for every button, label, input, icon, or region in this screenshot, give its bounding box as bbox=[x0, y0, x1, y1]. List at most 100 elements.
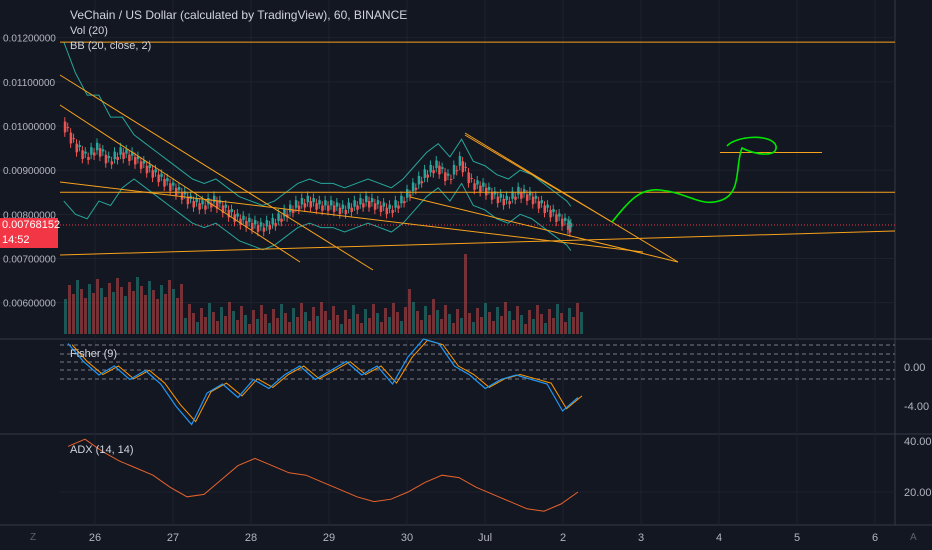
volume-bar bbox=[212, 312, 215, 334]
volume-bar bbox=[348, 319, 351, 334]
candle-body bbox=[321, 205, 324, 211]
volume-bar bbox=[296, 317, 299, 334]
volume-bar bbox=[160, 285, 163, 334]
chart-title: VeChain / US Dollar (calculated by Tradi… bbox=[70, 8, 408, 22]
candle-body bbox=[505, 195, 508, 200]
volume-bar bbox=[124, 296, 127, 334]
candle-body bbox=[528, 191, 532, 196]
candle-body bbox=[294, 200, 298, 208]
adx-pane-label[interactable]: ADX (14, 14) bbox=[70, 444, 134, 456]
volume-bar bbox=[428, 315, 431, 334]
volume-bar bbox=[460, 318, 463, 334]
volume-bar bbox=[576, 303, 579, 334]
candle-body bbox=[245, 220, 248, 228]
candle-body bbox=[520, 192, 523, 199]
candle-body bbox=[312, 197, 315, 203]
candle-body bbox=[563, 217, 567, 221]
candle-body bbox=[201, 200, 204, 205]
zoom-button[interactable]: Z bbox=[30, 532, 37, 543]
candle-body bbox=[253, 220, 257, 225]
volume-bar bbox=[512, 320, 515, 334]
candle-body bbox=[370, 197, 374, 203]
volume-bar bbox=[396, 312, 399, 334]
candle-body bbox=[63, 121, 67, 133]
volume-bar bbox=[448, 314, 451, 334]
candle-body bbox=[417, 175, 421, 185]
volume-bar bbox=[108, 283, 111, 334]
candle-body bbox=[75, 143, 78, 153]
candle-body bbox=[455, 170, 459, 172]
candle-body bbox=[93, 152, 96, 156]
candle-body bbox=[107, 156, 111, 159]
candle-body bbox=[540, 200, 544, 204]
candle-body bbox=[142, 160, 146, 164]
volume-bar bbox=[224, 316, 227, 334]
volume-bar bbox=[360, 323, 363, 334]
candle-body bbox=[259, 222, 263, 227]
y-tick-label: 0.01000000 bbox=[3, 122, 56, 133]
candle-body bbox=[224, 204, 228, 208]
volume-bar bbox=[76, 280, 79, 334]
candle-body bbox=[139, 161, 143, 169]
candle-body bbox=[131, 151, 134, 156]
candle-body bbox=[473, 183, 476, 190]
volume-bar bbox=[100, 288, 103, 334]
candle-body bbox=[289, 204, 292, 213]
candle-body bbox=[315, 203, 318, 210]
candle-body bbox=[306, 195, 310, 203]
auto-scale-button[interactable]: A bbox=[910, 532, 917, 543]
volume-bar bbox=[272, 309, 275, 334]
candle-body bbox=[435, 160, 438, 168]
candle-body bbox=[568, 225, 572, 233]
candle-body bbox=[251, 223, 254, 230]
volume-bar bbox=[468, 313, 471, 334]
volume-bar bbox=[120, 287, 123, 334]
candle-body bbox=[347, 202, 351, 209]
candle-body bbox=[183, 191, 187, 195]
volume-bar bbox=[216, 321, 219, 334]
volume-bar bbox=[304, 312, 307, 334]
volume-bar bbox=[356, 314, 359, 334]
candle-body bbox=[84, 151, 87, 154]
candle-body bbox=[523, 189, 526, 194]
volume-bars bbox=[64, 254, 583, 334]
bollinger-indicator-label[interactable]: BB (20, close, 2) bbox=[70, 40, 152, 52]
volume-bar bbox=[276, 318, 279, 334]
candle-body bbox=[373, 203, 377, 210]
candle-body bbox=[470, 177, 473, 179]
candle-body bbox=[154, 169, 157, 173]
candle-body bbox=[558, 213, 561, 217]
volume-bar bbox=[180, 284, 183, 334]
trend-line bbox=[59, 230, 896, 256]
x-tick-label: 6 bbox=[872, 532, 878, 544]
candle-body bbox=[221, 205, 225, 214]
candle-body bbox=[95, 142, 99, 151]
volume-bar bbox=[88, 284, 91, 334]
candle-body bbox=[169, 183, 172, 191]
candle-body bbox=[113, 151, 117, 160]
candle-body bbox=[408, 194, 412, 197]
candle-body bbox=[514, 196, 517, 200]
volume-bar bbox=[568, 308, 571, 334]
candle-body bbox=[534, 195, 538, 199]
volume-bar bbox=[320, 302, 323, 334]
bollinger-lower-band bbox=[63, 178, 572, 251]
candle-body bbox=[566, 223, 570, 230]
candle-body bbox=[98, 148, 102, 157]
volume-bar bbox=[96, 279, 99, 334]
candle-body bbox=[543, 205, 546, 214]
candle-body bbox=[174, 187, 178, 196]
candle-body bbox=[90, 147, 93, 155]
volume-bar bbox=[524, 324, 527, 334]
fisher-pane-label[interactable]: Fisher (9) bbox=[70, 348, 118, 360]
volume-bar bbox=[168, 280, 171, 334]
candle-body bbox=[218, 200, 222, 204]
candle-body bbox=[461, 161, 465, 173]
adx-line bbox=[67, 438, 579, 512]
volume-indicator-label[interactable]: Vol (20) bbox=[70, 25, 108, 37]
volume-bar bbox=[556, 304, 559, 334]
candle-body bbox=[110, 161, 114, 165]
y-tick-label: 0.00600000 bbox=[3, 299, 56, 310]
x-tick-label: 2 bbox=[560, 532, 566, 544]
